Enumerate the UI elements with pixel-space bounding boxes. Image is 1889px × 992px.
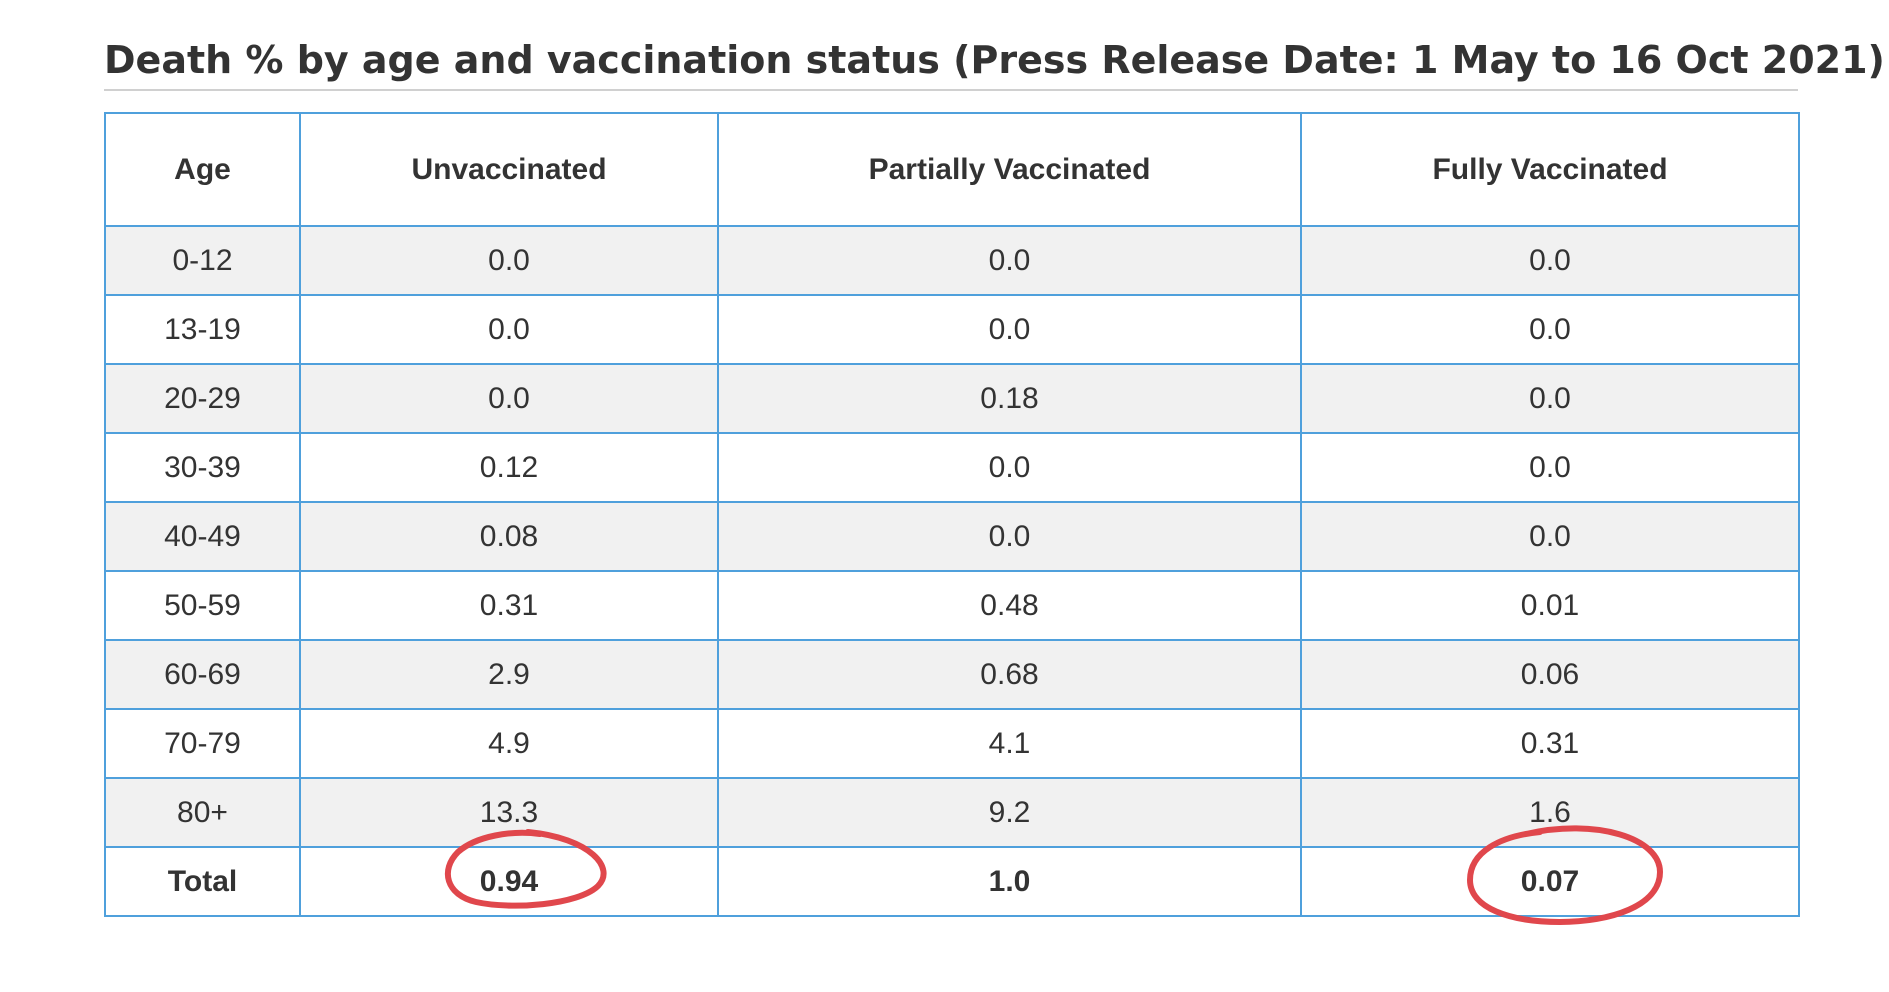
- partially-vaccinated-cell: 0.48: [717, 570, 1302, 641]
- age-cell: 70-79: [104, 708, 301, 779]
- unvaccinated-cell: 0.08: [299, 501, 719, 572]
- age-cell: 30-39: [104, 432, 301, 503]
- fully-vaccinated-cell: 0.0: [1300, 294, 1800, 365]
- table-row: 13-19 0.0 0.0 0.0: [104, 294, 1800, 365]
- fully-vaccinated-cell: 0.0: [1300, 225, 1800, 296]
- age-cell: 80+: [104, 777, 301, 848]
- table-row: 70-79 4.9 4.1 0.31: [104, 708, 1800, 779]
- table-row: 50-59 0.31 0.48 0.01: [104, 570, 1800, 641]
- table-row: 0-12 0.0 0.0 0.0: [104, 225, 1800, 296]
- age-cell: 40-49: [104, 501, 301, 572]
- table-row: 30-39 0.12 0.0 0.0: [104, 432, 1800, 503]
- fully-vaccinated-cell: 0.06: [1300, 639, 1800, 710]
- fully-vaccinated-cell: 0.01: [1300, 570, 1800, 641]
- unvaccinated-cell: 0.0: [299, 225, 719, 296]
- partially-vaccinated-cell: 0.0: [717, 294, 1302, 365]
- unvaccinated-cell: 4.9: [299, 708, 719, 779]
- header-unvaccinated: Unvaccinated: [299, 112, 719, 227]
- table-row: 20-29 0.0 0.18 0.0: [104, 363, 1800, 434]
- partially-vaccinated-cell: 0.0: [717, 501, 1302, 572]
- partially-vaccinated-cell: 0.68: [717, 639, 1302, 710]
- header-age: Age: [104, 112, 301, 227]
- death-rate-table: Age Unvaccinated Partially Vaccinated Fu…: [104, 112, 1800, 917]
- partially-vaccinated-cell: 0.0: [717, 432, 1302, 503]
- age-cell: 20-29: [104, 363, 301, 434]
- unvaccinated-cell: 0.12: [299, 432, 719, 503]
- page-title: Death % by age and vaccination status (P…: [104, 38, 1885, 82]
- partially-vaccinated-cell: 4.1: [717, 708, 1302, 779]
- header-fully-vaccinated: Fully Vaccinated: [1300, 112, 1800, 227]
- age-cell: 13-19: [104, 294, 301, 365]
- unvaccinated-cell: 0.0: [299, 363, 719, 434]
- age-cell: 50-59: [104, 570, 301, 641]
- unvaccinated-cell: 0.0: [299, 294, 719, 365]
- fully-vaccinated-cell: 0.0: [1300, 363, 1800, 434]
- table-header-row: Age Unvaccinated Partially Vaccinated Fu…: [104, 112, 1800, 227]
- fully-vaccinated-cell: 0.0: [1300, 432, 1800, 503]
- table-row: 40-49 0.08 0.0 0.0: [104, 501, 1800, 572]
- fully-vaccinated-cell: 0.0: [1300, 501, 1800, 572]
- unvaccinated-cell: 13.3: [299, 777, 719, 848]
- age-cell: 0-12: [104, 225, 301, 296]
- age-cell: 60-69: [104, 639, 301, 710]
- partially-vaccinated-cell: 0.0: [717, 225, 1302, 296]
- total-partially-vaccinated: 1.0: [717, 846, 1302, 917]
- fully-vaccinated-cell: 1.6: [1300, 777, 1800, 848]
- total-row: Total 0.94 1.0 0.07: [104, 846, 1800, 917]
- unvaccinated-cell: 0.31: [299, 570, 719, 641]
- partially-vaccinated-cell: 9.2: [717, 777, 1302, 848]
- total-unvaccinated: 0.94: [299, 846, 719, 917]
- header-partially-vaccinated: Partially Vaccinated: [717, 112, 1302, 227]
- table-row: 60-69 2.9 0.68 0.06: [104, 639, 1800, 710]
- title-divider: [104, 89, 1798, 91]
- unvaccinated-cell: 2.9: [299, 639, 719, 710]
- total-label: Total: [104, 846, 301, 917]
- table-row: 80+ 13.3 9.2 1.6: [104, 777, 1800, 848]
- total-fully-vaccinated: 0.07: [1300, 846, 1800, 917]
- fully-vaccinated-cell: 0.31: [1300, 708, 1800, 779]
- partially-vaccinated-cell: 0.18: [717, 363, 1302, 434]
